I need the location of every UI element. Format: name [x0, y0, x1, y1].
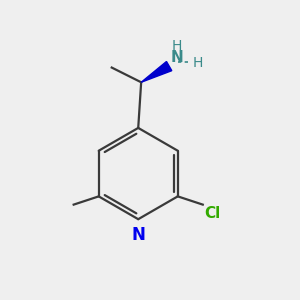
Polygon shape [141, 61, 172, 82]
Text: Cl: Cl [204, 206, 220, 221]
Text: N: N [131, 226, 145, 244]
Text: N: N [171, 50, 183, 64]
Text: H: H [172, 39, 182, 53]
Text: H: H [193, 56, 203, 70]
